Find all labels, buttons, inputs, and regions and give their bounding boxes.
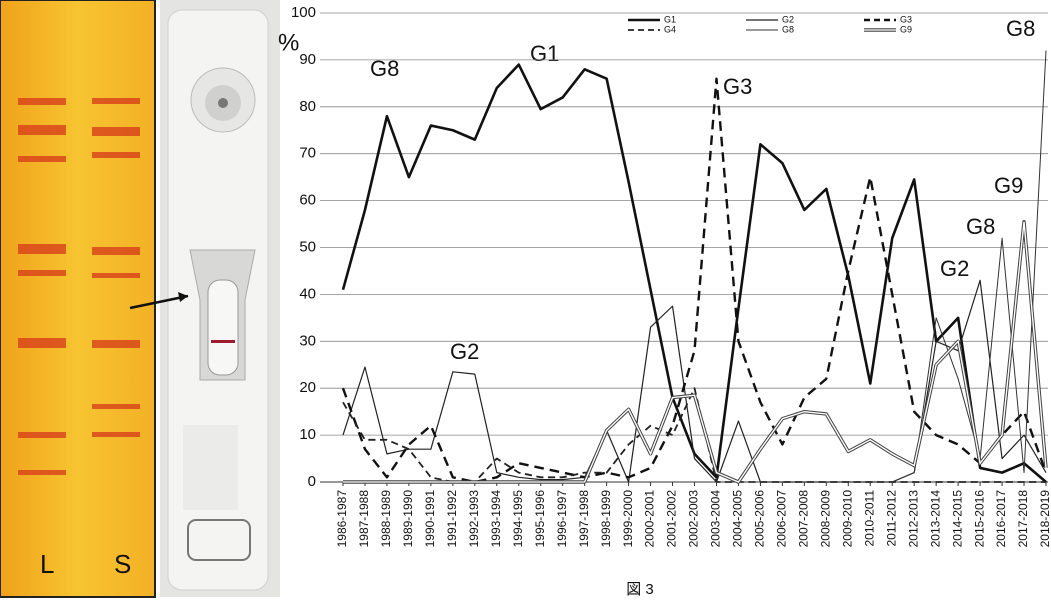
y-tick-label: 100 [291, 4, 316, 21]
x-tick-label: 2005-2006 [753, 490, 767, 548]
x-tick-label: 1992-1993 [467, 490, 481, 548]
legend-label: G8 [782, 24, 794, 34]
caption: 図 3 [626, 581, 654, 598]
lane-label: S [114, 549, 131, 579]
lane-label: L [40, 549, 54, 579]
x-tick-label: 1987-1988 [357, 490, 371, 548]
test-cassette [129, 0, 280, 597]
y-axis-label: % [278, 29, 299, 56]
x-tick-label: 2008-2009 [818, 490, 832, 548]
x-tick-label: 2016-2017 [994, 490, 1008, 548]
series-line-inner [343, 221, 1047, 483]
x-tick-label: 1993-1994 [489, 490, 503, 548]
y-tick-label: 90 [299, 51, 316, 68]
x-tick-label: 1995-1996 [533, 490, 547, 548]
annotation: G2 [450, 339, 479, 364]
legend-label: G4 [664, 24, 676, 34]
x-tick-label: 2018-2019 [1038, 490, 1051, 548]
x-tick-label: 2017-2018 [1016, 490, 1030, 548]
y-tick-label: 50 [299, 238, 316, 255]
x-tick-label: 1999-2000 [621, 490, 635, 548]
x-tick-label: 1996-1997 [555, 490, 569, 548]
y-tick-label: 70 [299, 145, 316, 162]
gel-photo: L S [0, 0, 156, 598]
y-tick-label: 80 [299, 98, 316, 115]
series-line [342, 279, 1047, 483]
x-tick-label: 1986-1987 [335, 490, 349, 548]
plot: 0 10 20 30 40 50 60 70 80 90 100 1986-1987 1987-1988… [291, 4, 1051, 547]
y-tick-label: 10 [299, 426, 316, 443]
annotation: G2 [940, 256, 969, 281]
x-tick-label: 2000-2001 [643, 490, 657, 548]
y-tick-label: 40 [299, 285, 316, 302]
x-tick-label: 1990-1991 [423, 490, 437, 548]
x-tick-label: 2013-2014 [928, 490, 942, 548]
x-tick-label: 1998-1999 [599, 490, 613, 548]
x-tick-label: 2007-2008 [797, 490, 811, 548]
series-line [341, 63, 1047, 483]
x-tick-label: 2004-2005 [731, 490, 745, 548]
x-tick-label: 2003-2004 [709, 490, 723, 548]
x-tick-label: 2015-2016 [972, 490, 986, 548]
legend-label: G9 [900, 24, 912, 34]
x-tick-label: 2006-2007 [775, 490, 789, 548]
annotations: G8 G1 G2 G3 G8 G2 G8 G9 [370, 16, 1035, 364]
annotation: G1 [530, 41, 559, 66]
x-tick-label: 2002-2003 [687, 490, 701, 548]
y-tick-label: 0 [308, 473, 316, 490]
y-tick-label: 30 [299, 332, 316, 349]
x-tick-label: 1988-1989 [379, 490, 393, 548]
x-tick-label: 1994-1995 [511, 490, 525, 548]
x-tick-label: 2014-2015 [950, 490, 964, 548]
x-tick-label: 1991-1992 [445, 490, 459, 548]
annotation: G8 [1006, 16, 1035, 41]
x-tick-label: 2010-2011 [862, 490, 876, 547]
y-tick-label: 20 [299, 379, 316, 396]
annotation: G9 [994, 173, 1023, 198]
x-tick-label: 1989-1990 [401, 490, 415, 548]
legend-label: G3 [900, 14, 912, 24]
x-tick-label: 2001-2002 [665, 490, 679, 548]
annotation: G3 [723, 74, 752, 99]
x-tick-label: 2009-2010 [840, 490, 854, 548]
x-tick-label: 2012-2013 [906, 490, 920, 548]
series-line [341, 77, 1048, 484]
annotation: G8 [966, 214, 995, 239]
legend-label: G1 [664, 14, 676, 24]
y-tick-label: 60 [299, 192, 316, 209]
x-tick-label: 2011-2012 [884, 490, 898, 547]
x-tick-label: 1997-1998 [577, 490, 591, 548]
legend-label: G2 [782, 14, 794, 24]
